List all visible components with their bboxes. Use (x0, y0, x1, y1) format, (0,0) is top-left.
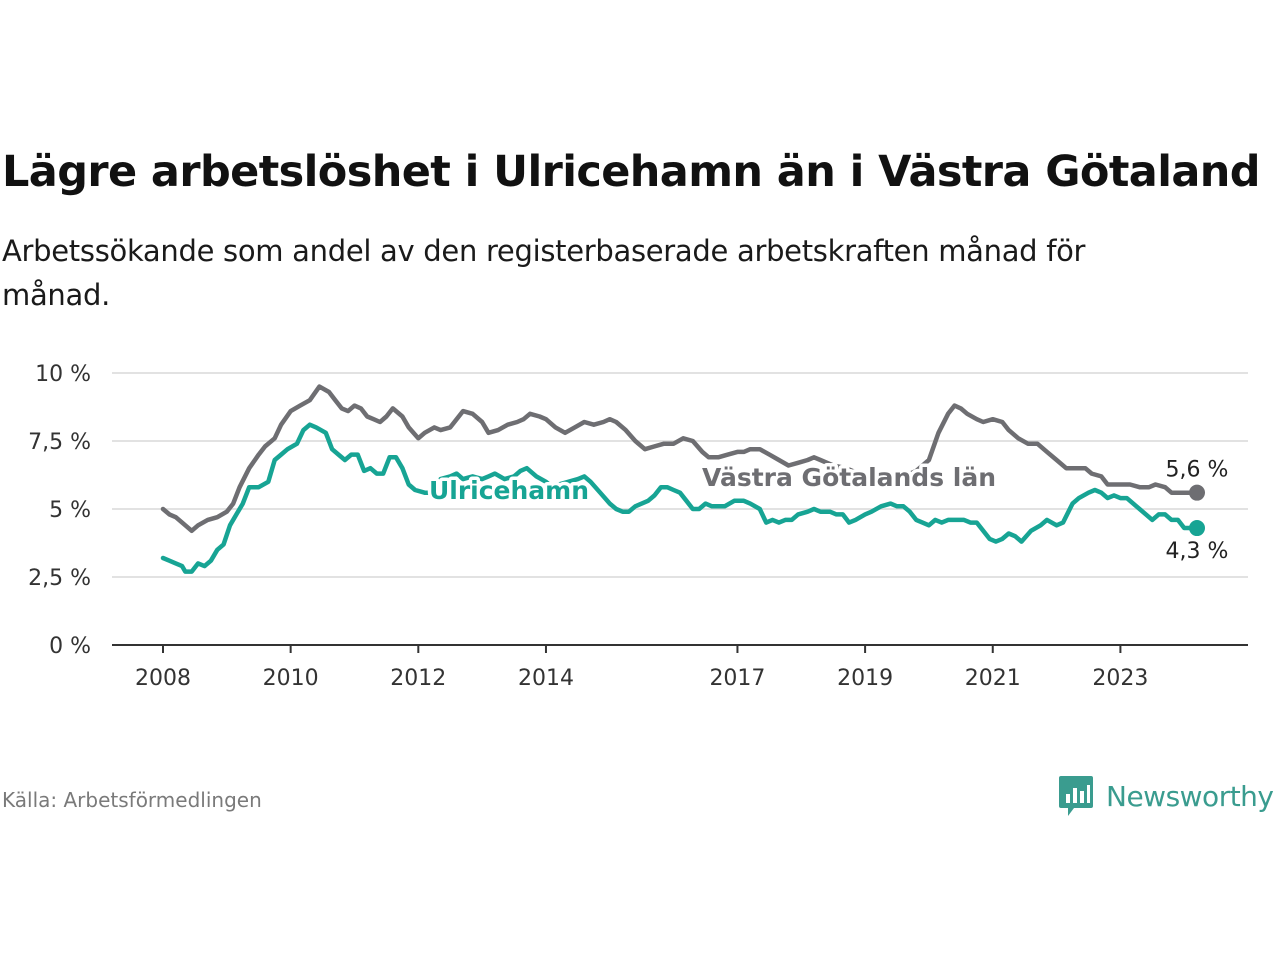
x-tick-label: 2021 (965, 666, 1021, 691)
series-end-label: 5,6 % (1166, 458, 1229, 483)
series-name-halo: Västra Götalands län (702, 463, 996, 492)
y-tick-label: 10 % (35, 362, 91, 387)
source-note: Källa: Arbetsförmedlingen (2, 788, 262, 812)
y-tick-label: 0 % (49, 634, 91, 659)
series-name-label: Ulricehamn (429, 476, 589, 505)
series-end-point (1189, 520, 1205, 537)
series-end-label: 4,3 % (1166, 539, 1229, 564)
line-chart: 0 % 2,5 % 5 % 7,5 % 10 % 2008 2010 2012 2014 2017… (28, 362, 1248, 691)
newsworthy-brand[interactable]: Newsworthy (1058, 772, 1274, 820)
x-tick-label: 2014 (518, 666, 574, 691)
series-line-ulricehamn (160, 422, 1200, 574)
brand-name: Newsworthy (1106, 779, 1274, 813)
axes: 0 % 2,5 % 5 % 7,5 % 10 % 2008 2010 2012 2014 2017… (28, 362, 1248, 691)
chart-title: Lägre arbetslöshet i Ulricehamn än i Väs… (2, 147, 1261, 197)
series-name-label: Västra Götalands län (702, 463, 996, 492)
x-tick-label: 2023 (1092, 666, 1148, 691)
x-tick-label: 2017 (709, 666, 765, 691)
bar-chart-speech-bubble-icon (1059, 776, 1093, 816)
chart-subtitle: Arbetssökande som andel av den registerb… (2, 234, 1086, 312)
series-lines (160, 384, 1205, 574)
series-end-point (1189, 484, 1205, 501)
y-tick-label: 7,5 % (28, 430, 91, 455)
x-tick-label: 2019 (837, 666, 893, 691)
x-tick-label: 2012 (390, 666, 446, 691)
x-tick-label: 2008 (135, 666, 191, 691)
grid-lines (112, 372, 1248, 578)
x-tick-label: 2010 (263, 666, 319, 691)
y-tick-label: 5 % (49, 498, 91, 523)
y-tick-label: 2,5 % (28, 566, 91, 591)
series-line-vastra-gotaland (160, 384, 1200, 534)
series-name-halo: Ulricehamn (429, 476, 589, 505)
